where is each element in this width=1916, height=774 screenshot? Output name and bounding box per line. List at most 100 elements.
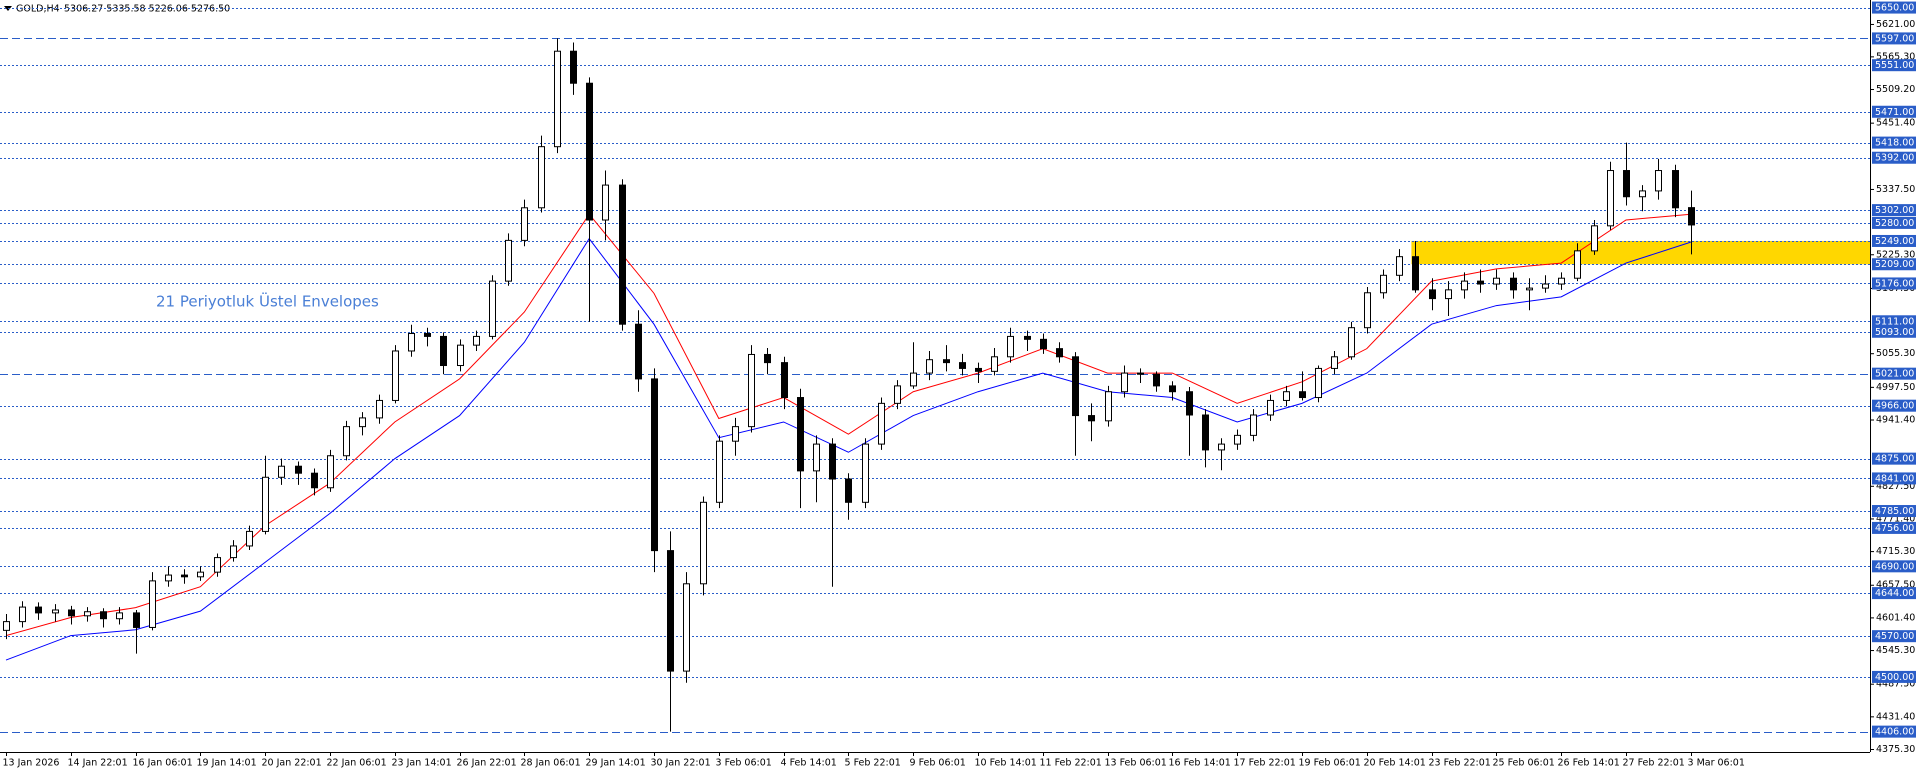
annotation: 21 Periyotluk Üstel Envelopes [156,292,379,311]
candle-body [878,402,885,445]
level-label: 4785.00 [1875,506,1914,517]
candle-body [376,399,383,419]
candle-body [619,184,626,325]
candle-body [1348,327,1355,358]
candle-body [52,609,59,614]
candle-body [1105,391,1112,422]
y-tick-label: 4545.30 [1876,645,1915,656]
x-tick-label: 19 Jan 14:01 [197,758,257,769]
level-label-box [1872,670,1916,683]
x-tick-label: 9 Feb 06:01 [910,758,966,769]
candle-body [1607,170,1614,227]
level-label-box [1872,587,1916,600]
candle-body [440,335,447,367]
x-tick-label: 27 Feb 22:01 [1623,758,1685,769]
x-tick-label: 30 Jan 22:01 [651,758,711,769]
level-label: 4570.00 [1875,631,1914,642]
candle-body [926,359,933,374]
x-tick-label: 14 Jan 22:01 [68,758,128,769]
candle-body [845,478,852,503]
level-label-box [1872,630,1916,643]
level-label: 4875.00 [1875,454,1914,465]
candle-body [1526,287,1533,291]
level-label: 4966.00 [1875,401,1914,412]
candle-body [1688,207,1695,226]
level-label-box [1872,472,1916,485]
candle-body [295,465,302,474]
level-label-box [1872,234,1916,247]
level-label: 5471.00 [1875,107,1914,118]
level-label-box [1872,452,1916,465]
candle-body [278,465,285,478]
candle-body [959,362,966,369]
candle-body [1331,356,1338,369]
level-label: 5093.00 [1875,327,1914,338]
y-tick-label: 4827.50 [1876,481,1915,492]
level-label-box [1872,59,1916,72]
level-label-box [1872,105,1916,118]
level-label-box [1872,725,1916,738]
level-label: 5021.00 [1875,369,1914,380]
candle-body [586,82,593,221]
candle-body [554,50,561,148]
y-tick-label: 5509.20 [1876,84,1915,95]
candle-body [1007,335,1014,358]
x-tick-label: 28 Jan 06:01 [521,758,581,769]
candle-body [246,530,253,547]
candle-body [602,184,609,221]
candle-body [910,372,917,387]
x-tick-label: 3 Mar 06:01 [1688,758,1745,769]
x-tick-label: 4 Feb 14:01 [781,758,837,769]
candle-body [1655,170,1662,192]
y-tick-label: 4657.50 [1876,580,1915,591]
level-label: 5650.00 [1875,3,1914,14]
envelope-line [5,237,1691,661]
candle-body [133,612,140,628]
candle-body [197,571,204,578]
candle-body [570,50,577,84]
candle-body [311,472,318,489]
candle-body [829,443,836,480]
candle-body [408,333,415,352]
candle-body [424,333,431,337]
candle-body [392,350,399,401]
x-tick-label: 13 Feb 06:01 [1105,758,1167,769]
x-tick-label: 13 Jan 2026 [3,758,60,769]
candle-body [165,574,172,582]
candle-body [68,609,75,617]
candle-body [1396,256,1403,276]
candle-body [1024,335,1031,340]
y-tick-label: 4601.40 [1876,612,1915,623]
y-tick-label: 4997.50 [1876,382,1915,393]
x-tick-label: 16 Jan 06:01 [133,758,193,769]
y-tick-label: 4941.40 [1876,415,1915,426]
x-tick-label: 5 Feb 22:01 [845,758,901,769]
level-label-box [1872,367,1916,380]
level-label: 4500.00 [1875,672,1914,683]
candle-body [1380,274,1387,294]
level-label-box [1872,216,1916,229]
candle-body [1137,372,1144,375]
candle-body [651,378,658,552]
y-tick-label: 4771.40 [1876,513,1915,524]
level-label-box [1872,277,1916,290]
level-label-box [1872,560,1916,573]
level-label: 4841.00 [1875,473,1914,484]
candle-body [1591,225,1598,252]
candle-body [1072,356,1079,417]
level-label: 4690.00 [1875,561,1914,572]
candle-body [732,426,739,442]
candle-body [683,583,690,672]
candle-body [1040,338,1047,350]
candle-body [1121,372,1128,393]
candle-body [1493,277,1500,285]
candle-body [1202,414,1209,451]
chart-subtitle: 5306.27 5335.58 5226.06 5276.50 [64,4,230,15]
candle-body [1234,434,1241,445]
candle-body [343,426,350,457]
candle-body [1461,280,1468,291]
level-label: 5249.00 [1875,236,1914,247]
candle-body [457,344,464,367]
y-tick-label: 5565.30 [1876,51,1915,62]
candle-body [359,417,366,428]
